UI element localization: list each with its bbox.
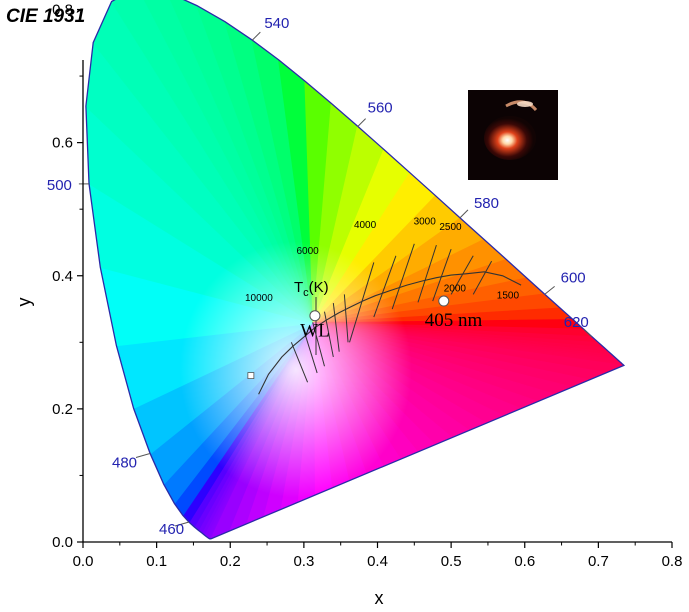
cct-label: 6000 xyxy=(297,246,320,257)
iso-temperature-line xyxy=(323,311,334,358)
cct-label: 3000 xyxy=(414,216,437,227)
wavelength-tick-460 xyxy=(174,521,190,527)
x-tick-label: 0.3 xyxy=(293,553,314,570)
x-tick-label: 0.6 xyxy=(514,553,535,570)
x-tick-label: 0.7 xyxy=(588,553,609,570)
iso-temperature-line xyxy=(391,243,415,310)
iso-temperature-line xyxy=(349,262,375,343)
iso-temperature-line xyxy=(432,248,452,302)
wavelength-tick-480 xyxy=(135,452,151,458)
y-tick-label: 0.4 xyxy=(52,268,73,285)
iso-temperature-line xyxy=(472,260,493,295)
chart-title: CIE 1931 xyxy=(6,6,86,27)
wavelength-label-620: 620 xyxy=(564,314,589,331)
planckian-locus: 10000 6000 4000 3000 2500 2000 1500 xyxy=(245,216,522,395)
y-axis-label: y xyxy=(14,298,34,307)
wavelength-tick-540 xyxy=(251,31,261,41)
iso-temperature-line xyxy=(312,322,325,367)
y-tick-label: 0.8 xyxy=(52,2,73,19)
data-points: WL 405 nm xyxy=(300,295,483,342)
wavelength-tick-580 xyxy=(459,209,469,219)
iso-temperature-line xyxy=(290,342,309,383)
wavelength-label-540: 540 xyxy=(264,15,289,32)
tc-label: Tc(K) xyxy=(294,279,329,299)
cct-label: 1500 xyxy=(497,290,520,301)
wavelength-label-500: 500 xyxy=(47,177,72,194)
iso-temperature-line xyxy=(417,244,437,303)
iso-temperature-line xyxy=(343,294,349,343)
x-tick-label: 0.5 xyxy=(441,553,462,570)
iso-temperature-line xyxy=(332,302,340,352)
iso-temperature-line xyxy=(373,255,397,318)
inset-photo xyxy=(468,90,558,180)
point-label: WL xyxy=(300,321,330,342)
x-tick-label: 0.0 xyxy=(73,553,94,570)
x-axis-label: x xyxy=(375,588,384,608)
iso-temperature-line xyxy=(303,330,318,374)
y-tick-label: 0.6 xyxy=(52,135,73,152)
wavelength-label-480: 480 xyxy=(112,454,137,471)
point-marker xyxy=(438,295,450,307)
axes: 0.0 0.1 0.2 0.3 0.4 0.5 0.6 0.7 0.8 0.0 0.2 0.4 0.6 0… xyxy=(14,2,683,609)
x-tick-label: 0.4 xyxy=(367,553,388,570)
planckian-start-marker xyxy=(247,372,255,379)
wavelength-tick-600 xyxy=(544,285,555,295)
x-tick-label: 0.2 xyxy=(220,553,241,570)
wavelength-label-580: 580 xyxy=(474,195,499,212)
point-label: 405 nm xyxy=(425,310,483,331)
cct-label: 2000 xyxy=(444,284,467,295)
wavelength-tick-560 xyxy=(357,118,366,128)
wavelength-label-600: 600 xyxy=(561,269,586,286)
cct-label: 4000 xyxy=(354,220,377,231)
cct-label: 2500 xyxy=(439,222,462,233)
y-tick-label: 0.2 xyxy=(52,401,73,418)
x-tick-label: 0.1 xyxy=(146,553,167,570)
wavelength-labels: 460480500520540560580600620 xyxy=(47,15,593,538)
x-tick-label: 0.8 xyxy=(662,553,683,570)
iso-temperature-line xyxy=(450,255,474,295)
wavelength-label-460: 460 xyxy=(159,521,184,538)
cct-label: 10000 xyxy=(245,293,273,304)
point-marker xyxy=(309,310,321,322)
wavelength-tick-620 xyxy=(583,328,593,338)
spectral-locus xyxy=(85,0,626,540)
wavelength-label-560: 560 xyxy=(368,100,393,117)
y-tick-label: 0.0 xyxy=(52,534,73,551)
planckian-curve xyxy=(258,271,522,395)
